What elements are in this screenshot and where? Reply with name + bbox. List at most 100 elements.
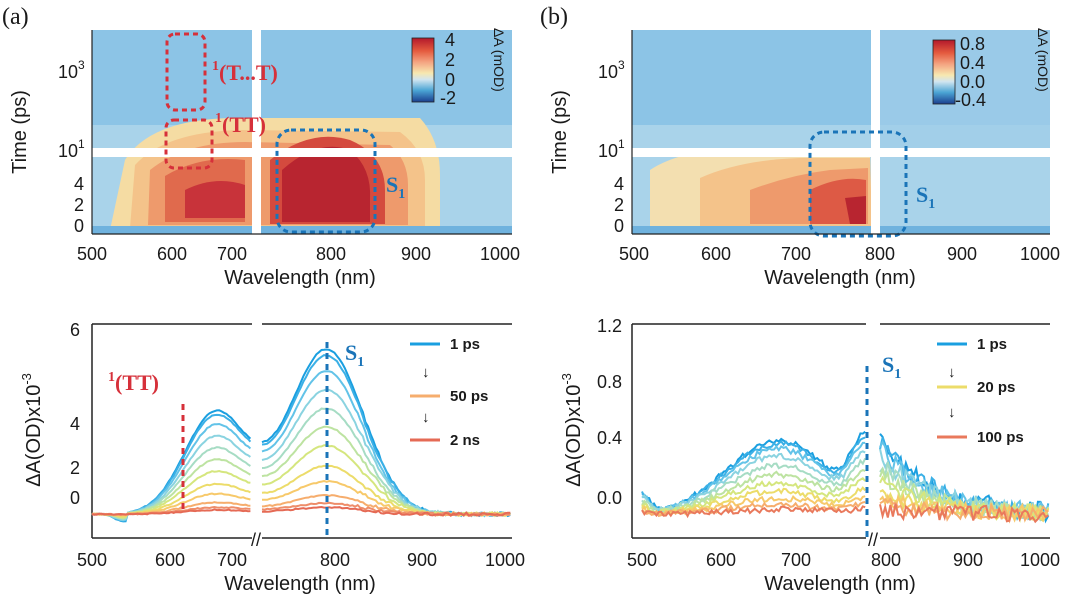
- spectra-a-ytick: 4: [70, 414, 80, 434]
- annotation-s1-b-sub: 1: [928, 197, 935, 212]
- panel-label-a: (a): [2, 4, 29, 30]
- spectra-a-annotation-tt-main: (TT): [115, 370, 159, 395]
- spectra-a-annotation-s1-main: S: [345, 340, 357, 365]
- annotation-s1-a-main: S: [386, 172, 398, 197]
- spectrum-line: [91, 446, 251, 520]
- heatmap-b-ytick-log-base: 10: [598, 62, 618, 82]
- spectra-b-xtick: 600: [706, 550, 736, 570]
- heatmap-a-xtick: 800: [316, 244, 346, 264]
- annotation-box-tt: [164, 118, 214, 170]
- spectra-a-ylabel-main: ΔA(OD)x10: [23, 385, 45, 487]
- panel-label-b: (b): [540, 4, 568, 30]
- colorbar-a-bar: [411, 37, 435, 103]
- legend-b-label: 20 ps: [977, 379, 1015, 396]
- spectra-b-xbreak-mark: //: [868, 530, 878, 550]
- heatmap-b-xbreak: [871, 30, 880, 234]
- annotation-t-t-sup: 1: [212, 59, 219, 74]
- heatmap-a-xtick: 900: [401, 244, 431, 264]
- heatmap-b-xtick: 800: [865, 244, 895, 264]
- heatmap-a-ytick-log: 103: [58, 58, 85, 82]
- spectra-b-xtick: 500: [627, 550, 657, 570]
- heatmap-b-ytick: 2: [614, 195, 624, 215]
- spectra-b-ytick: 0.8: [597, 372, 622, 392]
- spectra-a-ylabel: ΔA(OD)x10-3: [19, 373, 45, 487]
- heatmap-a-ytick: 4: [74, 174, 84, 194]
- spectra-a-annotation-s1: S1: [345, 340, 364, 370]
- annotation-s1-b-main: S: [916, 182, 928, 207]
- colorbar-a-tick: -2: [440, 88, 456, 108]
- colorbar-b: 0.8 0.4 0.0 -0.4 ΔA (mOD): [932, 28, 1051, 110]
- legend-a-arrow: ↓: [422, 364, 430, 381]
- spectra-a-annotation-tt-sup: 1: [108, 370, 115, 385]
- annotation-box-s1-a: [275, 128, 377, 234]
- spectra-b-ylabel-exp: -3: [559, 373, 574, 385]
- colorbar-b-tick: -0.4: [955, 90, 986, 110]
- heatmap-a: [92, 30, 512, 234]
- spectra-a: // 1(TT) S1 1 ps ↓ 50 ps ↓ 2 ns 0 2 4 6 …: [19, 320, 525, 595]
- heatmap-b-ylabel: Time (ps): [549, 90, 571, 174]
- heatmap-a-ytick-log-exp: 3: [78, 58, 85, 72]
- heatmap-b-ytick-log-exp: 3: [618, 58, 625, 72]
- spectra-a-xtick: 800: [320, 550, 350, 570]
- spectrum-line: [879, 493, 1049, 524]
- legend-a-arrow: ↓: [422, 409, 430, 426]
- heatmap-b-ytick: 4: [614, 174, 624, 194]
- spectra-a-lines: [91, 348, 511, 523]
- spectra-a-annotation-s1-sub: 1: [357, 355, 364, 370]
- heatmap-a-ytick: 2: [74, 195, 84, 215]
- heatmap-a-xtick: 500: [77, 244, 107, 264]
- legend-a-label: 50 ps: [450, 388, 488, 405]
- colorbar-b-bar: [932, 39, 956, 105]
- legend-b-label: 1 ps: [977, 336, 1007, 353]
- legend-b-arrow: ↓: [948, 364, 956, 381]
- heatmap-b-ytick-log: 103: [598, 58, 625, 82]
- annotation-tt-sup: 1: [215, 111, 222, 126]
- spectrum-line: [879, 496, 1049, 524]
- spectra-a-xlabel: Wavelength (nm): [224, 573, 376, 595]
- heatmap-b-axes: 500 600 700 800 900 1000 0 2 4 101 103 W…: [549, 30, 1060, 289]
- heatmap-a-xtick: 1000: [480, 244, 520, 264]
- colorbar-a: 4 2 0 -2 ΔA (mOD): [411, 28, 507, 108]
- heatmap-b-contour-s1-core: [845, 196, 866, 224]
- spectra-b-ylabel-main: ΔA(OD)x10: [563, 385, 585, 487]
- heatmap-b-ytick: 0: [614, 216, 624, 236]
- spectra-b-ytick: 0.0: [597, 488, 622, 508]
- heatmap-a-axes: 500 600 700 800 900 1000 0 2 4 101 103 W…: [9, 30, 520, 289]
- spectra-b-annotation-s1-main: S: [882, 352, 894, 377]
- legend-b-label: 100 ps: [977, 429, 1024, 446]
- spectra-b: // S1 1 ps ↓ 20 ps ↓ 100 ps 0.0 0.4 0.8 …: [559, 316, 1060, 595]
- colorbar-b-label: ΔA (mOD): [1035, 28, 1051, 92]
- heatmap-b-ybreak: [632, 148, 1050, 157]
- heatmap-b-ytick-log-base: 10: [598, 141, 618, 161]
- heatmap-a-ytick-log-exp: 1: [78, 137, 85, 151]
- heatmap-b-xtick: 900: [947, 244, 977, 264]
- spectra-a-ytick: 0: [70, 488, 80, 508]
- heatmap-a-ybreak: [92, 148, 512, 157]
- spectra-a-annotation-tt: 1(TT): [108, 370, 159, 395]
- heatmap-a-contour-tt-core: [185, 181, 245, 218]
- heatmap-a-baseline: [92, 226, 512, 234]
- colorbar-b-tick: 0.0: [960, 72, 985, 92]
- spectrum-line: [261, 388, 511, 517]
- heatmap-b-noise-region: [880, 30, 1050, 150]
- heatmap-b-baseline: [632, 226, 1050, 234]
- spectrum-line: [641, 457, 867, 516]
- colorbar-b-tick: 0.8: [960, 34, 985, 54]
- spectra-a-ytick: 2: [70, 458, 80, 478]
- spectra-a-ytick: 6: [70, 320, 80, 340]
- spectra-b-xtick: 800: [871, 550, 901, 570]
- heatmap-a-late-region: [92, 30, 512, 125]
- spectra-a-xbreak-mark: //: [251, 530, 261, 550]
- heatmap-a-xtick: 700: [217, 244, 247, 264]
- annotation-s1-a: S1: [386, 172, 405, 202]
- heatmap-a-ytick-log-base: 10: [58, 62, 78, 82]
- heatmap-b-xtick: 1000: [1020, 244, 1060, 264]
- spectra-b-xlabel: Wavelength (nm): [764, 573, 916, 595]
- heatmap-b-xtick: 700: [781, 244, 811, 264]
- legend-a-label: 1 ps: [450, 336, 480, 353]
- legend-b-arrow: ↓: [948, 404, 956, 421]
- spectra-b-xtick: 900: [953, 550, 983, 570]
- spectra-a-xtick: 600: [155, 550, 185, 570]
- heatmap-a-ylabel: Time (ps): [9, 90, 31, 174]
